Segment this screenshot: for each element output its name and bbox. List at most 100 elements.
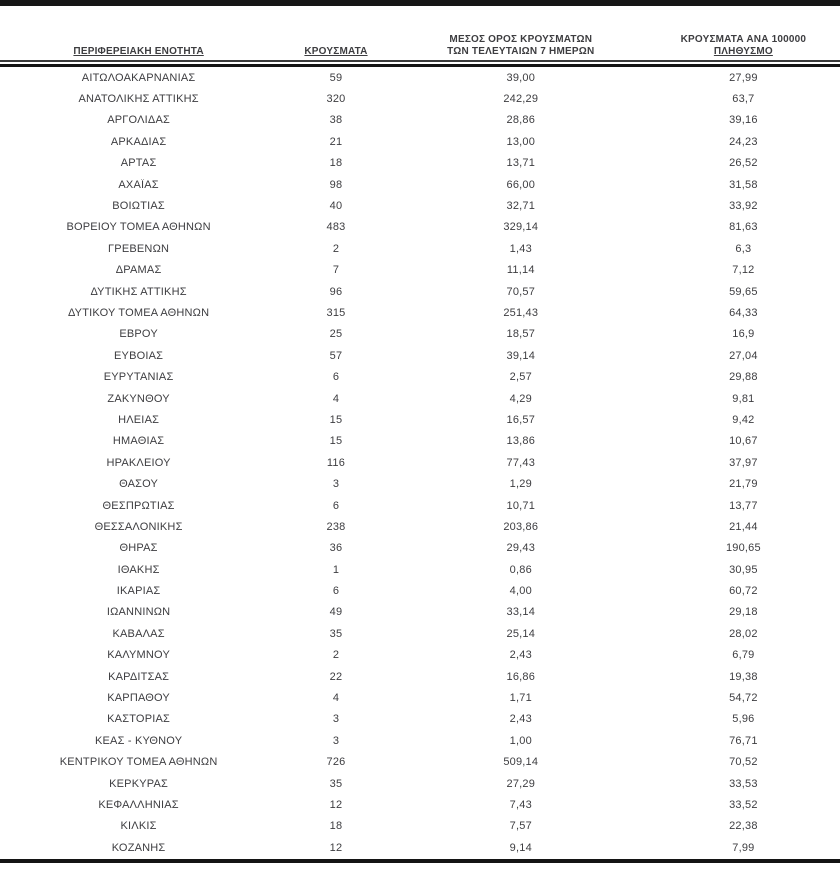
cases-cell: 6 xyxy=(332,585,340,598)
cases-cell: 2 xyxy=(332,649,340,662)
table-row: ΚΑΣΤΟΡΙΑΣ 3 2,43 5,96 xyxy=(0,709,840,730)
region-cell: ΙΩΑΝΝΙΝΩΝ xyxy=(106,606,171,619)
table-row: ΑΡΚΑΔΙΑΣ 21 13,00 24,23 xyxy=(0,131,840,152)
region-cell: ΚΙΛΚΙΣ xyxy=(120,820,157,833)
table-row: ΕΥΡΥΤΑΝΙΑΣ 6 2,57 29,88 xyxy=(0,366,840,387)
header-region-label: ΠΕΡΙΦΕΡΕΙΑΚΗ ΕΝΟΤΗΤΑ xyxy=(73,46,204,57)
region-cell: ΔΡΑΜΑΣ xyxy=(115,264,162,277)
avg-7day-cell: 329,14 xyxy=(503,221,539,234)
region-cell: ΘΑΣΟΥ xyxy=(119,478,159,491)
cases-cell: 49 xyxy=(329,606,343,619)
cases-cell: 320 xyxy=(326,93,346,106)
table-row: ΑΡΤΑΣ 18 13,71 26,52 xyxy=(0,153,840,174)
table-row: ΘΕΣΣΑΛΟΝΙΚΗΣ 238 203,86 21,44 xyxy=(0,516,840,537)
region-cell: ΑΙΤΩΛΟΑΚΑΡΝΑΝΙΑΣ xyxy=(81,71,196,84)
cases-cell: 3 xyxy=(332,713,340,726)
per-100k-cell: 7,12 xyxy=(732,264,755,277)
per-100k-cell: 54,72 xyxy=(729,692,758,705)
per-100k-cell: 28,02 xyxy=(729,627,758,640)
per-100k-cell: 6,79 xyxy=(732,649,755,662)
cases-cell: 57 xyxy=(329,349,343,362)
table-row: ΔΥΤΙΚΗΣ ΑΤΤΙΚΗΣ 96 70,57 59,65 xyxy=(0,281,840,302)
avg-7day-cell: 29,43 xyxy=(506,542,536,555)
avg-7day-cell: 70,57 xyxy=(506,285,536,298)
table-row: ΔΥΤΙΚΟΥ ΤΟΜΕΑ ΑΘΗΝΩΝ 315 251,43 64,33 xyxy=(0,302,840,323)
table-row: ΗΡΑΚΛΕΙΟΥ 116 77,43 37,97 xyxy=(0,452,840,473)
cases-cell: 96 xyxy=(329,285,343,298)
region-cell: ΕΥΒΟΙΑΣ xyxy=(114,349,164,362)
cases-cell: 40 xyxy=(329,200,343,213)
table-row: ΒΟΙΩΤΙΑΣ 40 32,71 33,92 xyxy=(0,195,840,216)
per-100k-cell: 27,04 xyxy=(729,349,758,362)
avg-7day-cell: 4,00 xyxy=(509,585,532,598)
avg-7day-cell: 25,14 xyxy=(506,627,536,640)
region-cell: ΙΚΑΡΙΑΣ xyxy=(116,585,161,598)
region-cell: ΑΡΤΑΣ xyxy=(120,157,157,170)
per-100k-cell: 70,52 xyxy=(729,756,758,769)
region-cell: ΚΟΖΑΝΗΣ xyxy=(111,841,166,854)
avg-7day-cell: 39,00 xyxy=(506,71,536,84)
avg-7day-cell: 39,14 xyxy=(506,349,536,362)
header-per-100k-line1: ΚΡΟΥΣΜΑΤΑ ΑΝΑ 100000 xyxy=(680,34,807,45)
cases-cell: 38 xyxy=(329,114,343,127)
per-100k-cell: 6,3 xyxy=(735,242,752,255)
avg-7day-cell: 7,57 xyxy=(509,820,532,833)
cases-cell: 15 xyxy=(329,435,343,448)
table-row: ΑΧΑΪΑΣ 98 66,00 31,58 xyxy=(0,174,840,195)
cases-cell: 35 xyxy=(329,777,343,790)
region-cell: ΓΡΕΒΕΝΩΝ xyxy=(108,242,170,255)
cases-cell: 3 xyxy=(332,478,340,491)
per-100k-cell: 5,96 xyxy=(732,713,755,726)
per-100k-cell: 76,71 xyxy=(729,734,758,747)
per-100k-cell: 21,79 xyxy=(729,478,758,491)
cases-cell: 12 xyxy=(329,841,343,854)
per-100k-cell: 29,88 xyxy=(729,371,758,384)
table-row: ΙΚΑΡΙΑΣ 6 4,00 60,72 xyxy=(0,580,840,601)
per-100k-cell: 60,72 xyxy=(729,585,758,598)
header-per-100k-line2: ΠΛΗΘΥΣΜΟ xyxy=(713,46,773,57)
region-cell: ΙΘΑΚΗΣ xyxy=(117,563,160,576)
region-cell: ΚΕΦΑΛΛΗΝΙΑΣ xyxy=(98,798,179,811)
avg-7day-cell: 2,43 xyxy=(509,649,532,662)
avg-7day-cell: 10,71 xyxy=(506,499,536,512)
avg-7day-cell: 509,14 xyxy=(503,756,539,769)
cases-cell: 21 xyxy=(329,135,343,148)
per-100k-cell: 81,63 xyxy=(729,221,758,234)
table-row: ΚΑΒΑΛΑΣ 35 25,14 28,02 xyxy=(0,623,840,644)
cases-cell: 98 xyxy=(329,178,343,191)
avg-7day-cell: 66,00 xyxy=(506,178,536,191)
region-cell: ΕΒΡΟΥ xyxy=(119,328,158,341)
cases-cell: 18 xyxy=(329,820,343,833)
region-cell: ΚΑΛΥΜΝΟΥ xyxy=(107,649,170,662)
cases-cell: 4 xyxy=(332,692,340,705)
region-cell: ΖΑΚΥΝΘΟΥ xyxy=(107,392,170,405)
region-cell: ΑΡΚΑΔΙΑΣ xyxy=(110,135,167,148)
per-100k-cell: 9,81 xyxy=(732,392,755,405)
region-cell: ΑΧΑΪΑΣ xyxy=(118,178,159,191)
avg-7day-cell: 242,29 xyxy=(503,93,539,106)
avg-7day-cell: 203,86 xyxy=(503,520,539,533)
avg-7day-cell: 1,29 xyxy=(509,478,532,491)
table-row: ΚΑΛΥΜΝΟΥ 2 2,43 6,79 xyxy=(0,645,840,666)
region-cell: ΗΜΑΘΙΑΣ xyxy=(112,435,165,448)
cases-cell: 36 xyxy=(329,542,343,555)
avg-7day-cell: 32,71 xyxy=(506,200,536,213)
per-100k-cell: 9,42 xyxy=(732,413,755,426)
table-bottom-rule xyxy=(0,859,840,864)
avg-7day-cell: 2,57 xyxy=(509,371,532,384)
table-header-row: ΠΕΡΙΦΕΡΕΙΑΚΗ ΕΝΟΤΗΤΑ ΚΡΟΥΣΜΑΤΑ ΜΕΣΟΣ ΟΡΟ… xyxy=(0,34,840,60)
table-row: ΗΜΑΘΙΑΣ 15 13,86 10,67 xyxy=(0,431,840,452)
cases-cell: 315 xyxy=(326,306,346,319)
table-row: ΔΡΑΜΑΣ 7 11,14 7,12 xyxy=(0,260,840,281)
table-row: ΚΕΑΣ - ΚΥΘΝΟΥ 3 1,00 76,71 xyxy=(0,730,840,751)
table-row: ΖΑΚΥΝΘΟΥ 4 4,29 9,81 xyxy=(0,388,840,409)
table-row: ΘΗΡΑΣ 36 29,43 190,65 xyxy=(0,538,840,559)
region-cell: ΚΕΑΣ - ΚΥΘΝΟΥ xyxy=(94,734,183,747)
header-rule-thick xyxy=(0,64,840,67)
cases-cell: 238 xyxy=(326,520,346,533)
avg-7day-cell: 1,43 xyxy=(509,242,532,255)
table-row: ΚΙΛΚΙΣ 18 7,57 22,38 xyxy=(0,816,840,837)
region-cell: ΒΟΡΕΙΟΥ ΤΟΜΕΑ ΑΘΗΝΩΝ xyxy=(66,221,211,234)
per-100k-cell: 64,33 xyxy=(729,306,758,319)
